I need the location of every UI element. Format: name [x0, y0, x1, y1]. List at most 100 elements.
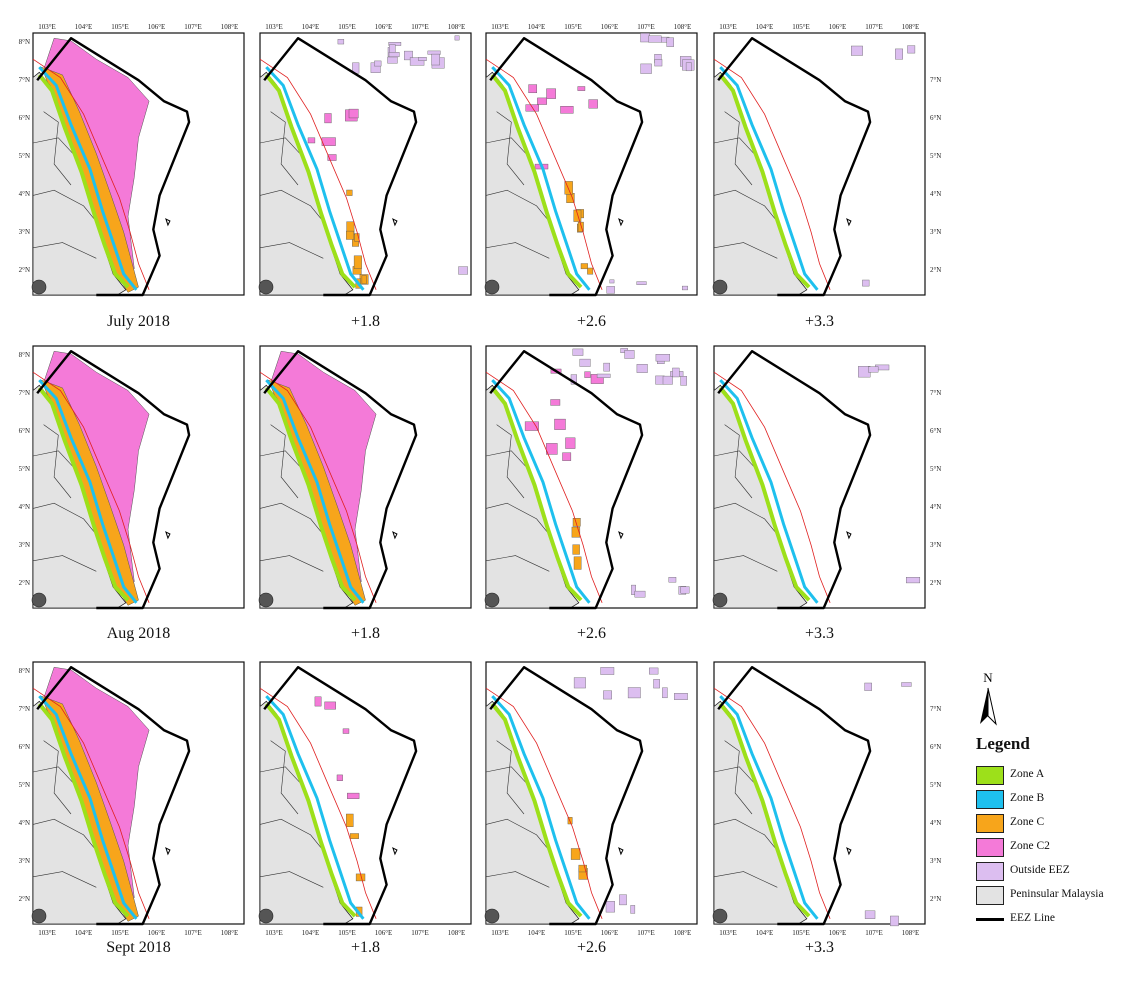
boundary-red-line	[32, 371, 150, 603]
map-panel: 103°E 104°E 105°E 106°E 107°E 108°E	[484, 661, 698, 937]
outside-eez-cell	[640, 63, 652, 74]
lon-tick-label: 104°E	[75, 929, 93, 937]
state-border	[485, 818, 550, 851]
legend-line-swatch	[976, 918, 1004, 921]
zone-c-cell	[587, 267, 594, 275]
map-panel: 103°E 104°E 105°E 106°E 107°E 108°E 2°N 3°N 4°N 5…	[19, 661, 245, 937]
outside-eez-cell	[895, 48, 904, 60]
eez-line	[36, 665, 191, 926]
state-border	[32, 502, 97, 535]
eez-line	[489, 665, 644, 926]
state-border	[32, 450, 76, 470]
legend-label: Zone B	[1010, 792, 1045, 804]
panel-caption: +1.8	[350, 625, 381, 642]
island-east	[165, 218, 171, 227]
island-east	[392, 531, 398, 540]
state-border	[259, 555, 324, 572]
zone-c-cell	[572, 544, 580, 555]
state-border	[724, 111, 753, 186]
lon-tick-label: 105°E	[338, 929, 356, 937]
island-sw	[258, 279, 274, 295]
zone-c-cell	[578, 864, 587, 873]
lon-tick-label: 103°E	[38, 929, 56, 937]
boundary-red-line	[32, 58, 150, 290]
lat-tick-label: 7°N	[19, 389, 30, 397]
outside-eez-cell	[864, 910, 876, 919]
zone-c2-cell	[327, 154, 337, 161]
outside-eez-cell	[388, 52, 400, 58]
panel-caption: +2.6	[576, 939, 607, 956]
lon-tick-label: 106°E	[829, 929, 847, 937]
state-border	[713, 189, 778, 222]
outside-eez-cell	[454, 35, 460, 41]
zone-a-strip	[718, 386, 811, 602]
lon-tick-label: 106°E	[601, 23, 619, 31]
lon-tick-label: 107°E	[637, 23, 655, 31]
state-border	[32, 818, 97, 851]
zone-b-strip	[265, 379, 365, 604]
outside-eez-cell	[662, 375, 673, 385]
zone-c-cell	[580, 263, 588, 270]
outside-eez-cell	[868, 366, 879, 373]
lat-tick-label: 8°N	[19, 351, 30, 359]
island-sw	[258, 908, 274, 924]
zone-b-strip	[719, 379, 819, 604]
zone-b-strip	[38, 379, 138, 604]
state-border	[485, 555, 550, 572]
outside-eez-cell	[907, 45, 916, 54]
outside-eez-cell	[418, 57, 427, 61]
outside-eez-cell	[337, 39, 345, 45]
state-border	[485, 766, 529, 786]
zone-a-strip	[264, 386, 357, 602]
outside-eez-cell	[666, 37, 674, 47]
outside-eez-cell	[901, 682, 912, 687]
lat-tick-label: 7°N	[930, 76, 941, 84]
lat-tick-label: 7°N	[930, 705, 941, 713]
state-border	[43, 111, 72, 186]
island-sw	[258, 592, 274, 608]
island-sw	[712, 279, 728, 295]
lat-tick-label: 4°N	[19, 819, 30, 827]
zone-c2-cell	[537, 97, 547, 105]
lon-tick-label: 103°E	[38, 23, 56, 31]
zone-c-cell	[573, 209, 582, 222]
state-border	[724, 740, 753, 815]
state-border	[270, 111, 299, 186]
state-border	[32, 871, 97, 888]
zone-c2-cell	[528, 84, 538, 94]
eez-line	[717, 36, 872, 297]
boundary-red-line	[713, 371, 831, 603]
lat-tick-label: 3°N	[19, 541, 30, 549]
lon-tick-label: 106°E	[375, 929, 393, 937]
outside-eez-cell	[648, 35, 662, 43]
zone-c2-cell	[546, 88, 556, 99]
state-border	[43, 424, 72, 499]
lat-tick-label: 7°N	[19, 705, 30, 713]
island-sw	[31, 908, 47, 924]
zone-c2-cell	[336, 774, 343, 781]
zone-a-strip	[37, 702, 130, 918]
lon-tick-label: 107°E	[865, 929, 883, 937]
lat-tick-label: 2°N	[930, 266, 941, 274]
legend-swatch	[976, 766, 1004, 785]
state-border	[713, 818, 778, 851]
lat-tick-label: 2°N	[19, 579, 30, 587]
map-svg: 103°E 104°E 105°E 106°E 107°E 108°E	[258, 23, 472, 297]
lon-tick-label: 107°E	[637, 929, 655, 937]
lon-tick-label: 103°E	[719, 23, 737, 31]
island-east	[618, 531, 624, 540]
outside-eez-cell	[427, 50, 441, 55]
map-panel: 103°E 104°E 105°E 106°E 107°E 108°E	[484, 23, 698, 297]
lat-tick-label: 2°N	[19, 266, 30, 274]
state-border	[485, 450, 529, 470]
lon-tick-label: 103°E	[265, 929, 283, 937]
eez-line	[489, 349, 644, 610]
state-border	[485, 871, 550, 888]
lat-tick-label: 3°N	[19, 857, 30, 865]
lon-tick-label: 105°E	[564, 929, 582, 937]
lon-tick-label: 104°E	[302, 23, 320, 31]
map-svg	[484, 345, 698, 610]
outside-eez-cell	[681, 285, 688, 291]
panel-caption: +2.6	[576, 313, 607, 330]
lat-tick-label: 4°N	[930, 503, 941, 511]
